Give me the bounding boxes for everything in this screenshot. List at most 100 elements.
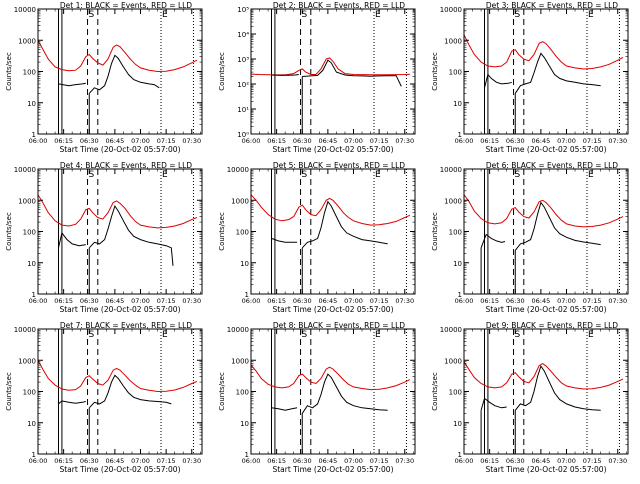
x-tick-label: 06:45 xyxy=(319,457,338,465)
plot-frame xyxy=(37,8,203,135)
x-tick-label: 07:15 xyxy=(157,137,176,145)
y-tick-label: 10 xyxy=(27,420,36,428)
x-tick-label: 07:30 xyxy=(182,297,201,305)
y-tick-label: 1000 xyxy=(18,37,36,45)
events-series-line xyxy=(301,373,388,414)
x-tick-label: 06:00 xyxy=(455,457,474,465)
y-tick-label: 100 xyxy=(23,69,36,77)
y-tick-label: 1 xyxy=(458,451,462,459)
series-group xyxy=(251,364,411,454)
y-tick-label: 1000 xyxy=(231,197,249,205)
y-tick-label: 10 xyxy=(27,260,36,268)
series-group xyxy=(251,57,410,134)
plot-frame xyxy=(463,168,629,295)
x-axis-label: Start Time (20-Oct-02 05:57:00) xyxy=(485,145,606,154)
x-axis-label: Start Time (20-Oct-02 05:57:00) xyxy=(272,305,393,314)
x-tick-label: 06:15 xyxy=(54,457,73,465)
y-axis-label: Counts/sec xyxy=(431,212,439,251)
x-tick-label: 07:30 xyxy=(608,457,627,465)
y-tick-label: 10³ xyxy=(237,56,249,64)
y-tick-label: 10000 xyxy=(440,166,462,174)
y-tick-label: 100 xyxy=(449,389,462,397)
events-series-line xyxy=(88,374,172,409)
y-tick-label: 10 xyxy=(240,420,249,428)
x-tick-label: 07:00 xyxy=(344,137,363,145)
x-tick-label: 06:00 xyxy=(455,137,474,145)
detector-panel-7: S E 1 10 100 1000 10000 06:00 06:15 06:30 06:45 07:… xyxy=(0,320,213,480)
panel-title: Det 6: BLACK = Events, RED = LLD xyxy=(486,161,618,170)
series-group xyxy=(464,361,624,454)
time-marker-label: E xyxy=(588,170,594,180)
plot-frame xyxy=(463,328,629,455)
x-tick-label: 07:00 xyxy=(131,297,150,305)
time-marker-label: S xyxy=(515,330,521,340)
events-series-line xyxy=(58,82,86,88)
detector-chart-9: S E 1 10 100 1000 10000 06:00 06:15 06:30 06:45 07:… xyxy=(431,321,629,474)
x-tick-label: 06:45 xyxy=(106,137,125,145)
x-tick-label: 07:15 xyxy=(157,457,176,465)
x-tick-label: 06:15 xyxy=(54,137,73,145)
series-group xyxy=(251,194,411,294)
y-axis-label: Counts/sec xyxy=(218,52,226,91)
y-tick-label: 10000 xyxy=(227,166,249,174)
series-group xyxy=(38,40,198,134)
events-series-line xyxy=(271,407,298,411)
events-series-line xyxy=(484,73,512,88)
y-tick-label: 100 xyxy=(23,229,36,237)
x-tick-label: 06:15 xyxy=(480,457,499,465)
y-tick-label: 100 xyxy=(449,229,462,237)
x-tick-label: 06:15 xyxy=(267,137,286,145)
events-series-line xyxy=(480,233,506,248)
y-tick-label: 10 xyxy=(453,100,462,108)
panel-title: Det 4: BLACK = Events, RED = LLD xyxy=(60,161,192,170)
x-tick-label: 06:00 xyxy=(29,457,48,465)
y-tick-label: 10000 xyxy=(440,6,462,14)
y-tick-label: 1 xyxy=(32,131,36,139)
time-marker-label: S xyxy=(515,170,521,180)
x-tick-label: 06:45 xyxy=(532,137,551,145)
detector-panel-4: S E 1 10 100 1000 10000 06:00 06:15 06:30 06:45 07:… xyxy=(0,160,213,320)
x-tick-label: 07:00 xyxy=(344,297,363,305)
y-tick-label: 10⁴ xyxy=(237,31,249,39)
x-tick-label: 06:30 xyxy=(80,137,99,145)
x-tick-label: 06:45 xyxy=(319,297,338,305)
y-tick-label: 1000 xyxy=(18,197,36,205)
x-tick-label: 06:45 xyxy=(106,297,125,305)
panel-title: Det 2: BLACK = Events, RED = LLD xyxy=(273,1,405,10)
lld-series-line xyxy=(251,364,411,391)
y-tick-label: 10000 xyxy=(14,166,36,174)
panel-title: Det 3: BLACK = Events, RED = LLD xyxy=(486,1,618,10)
x-tick-label: 06:45 xyxy=(532,297,551,305)
x-tick-label: 06:45 xyxy=(106,457,125,465)
detector-panel-5: S E 1 10 100 1000 10000 06:00 06:15 06:30 06:45 07:… xyxy=(213,160,426,320)
y-tick-label: 100 xyxy=(449,69,462,77)
time-marker-label: E xyxy=(162,10,168,20)
y-tick-label: 100 xyxy=(23,389,36,397)
x-tick-label: 06:30 xyxy=(506,457,525,465)
x-tick-label: 06:15 xyxy=(480,297,499,305)
y-tick-label: 1000 xyxy=(444,37,462,45)
x-tick-label: 07:15 xyxy=(370,297,389,305)
x-tick-label: 07:30 xyxy=(395,297,414,305)
time-marker-label: S xyxy=(89,170,95,180)
y-tick-label: 10 xyxy=(453,420,462,428)
lld-series-line xyxy=(38,194,198,229)
detector-chart-6: S E 1 10 100 1000 10000 06:00 06:15 06:30 06:45 07:… xyxy=(431,161,629,314)
y-tick-label: 100 xyxy=(236,389,249,397)
x-tick-label: 06:15 xyxy=(267,297,286,305)
x-tick-label: 07:30 xyxy=(608,297,627,305)
y-tick-label: 1000 xyxy=(444,357,462,365)
events-series-line xyxy=(271,74,299,76)
x-tick-label: 07:00 xyxy=(344,457,363,465)
y-tick-label: 1 xyxy=(458,131,462,139)
detector-panel-1: S E 1 10 100 1000 10000 06:00 06:15 06:30 06:45 07:… xyxy=(0,0,213,160)
detector-chart-8: S E 1 10 100 1000 10000 06:00 06:15 06:30 06:45 07:… xyxy=(218,321,416,474)
x-tick-label: 07:15 xyxy=(583,297,602,305)
y-tick-label: 1 xyxy=(32,291,36,299)
detector-chart-1: S E 1 10 100 1000 10000 06:00 06:15 06:30 06:45 07:… xyxy=(5,1,203,154)
series-group xyxy=(38,194,198,294)
plot-frame xyxy=(250,168,416,295)
detector-panel-8: S E 1 10 100 1000 10000 06:00 06:15 06:30 06:45 07:… xyxy=(213,320,426,480)
detector-panel-6: S E 1 10 100 1000 10000 06:00 06:15 06:30 06:45 07:… xyxy=(426,160,639,320)
events-series-line xyxy=(88,204,174,266)
